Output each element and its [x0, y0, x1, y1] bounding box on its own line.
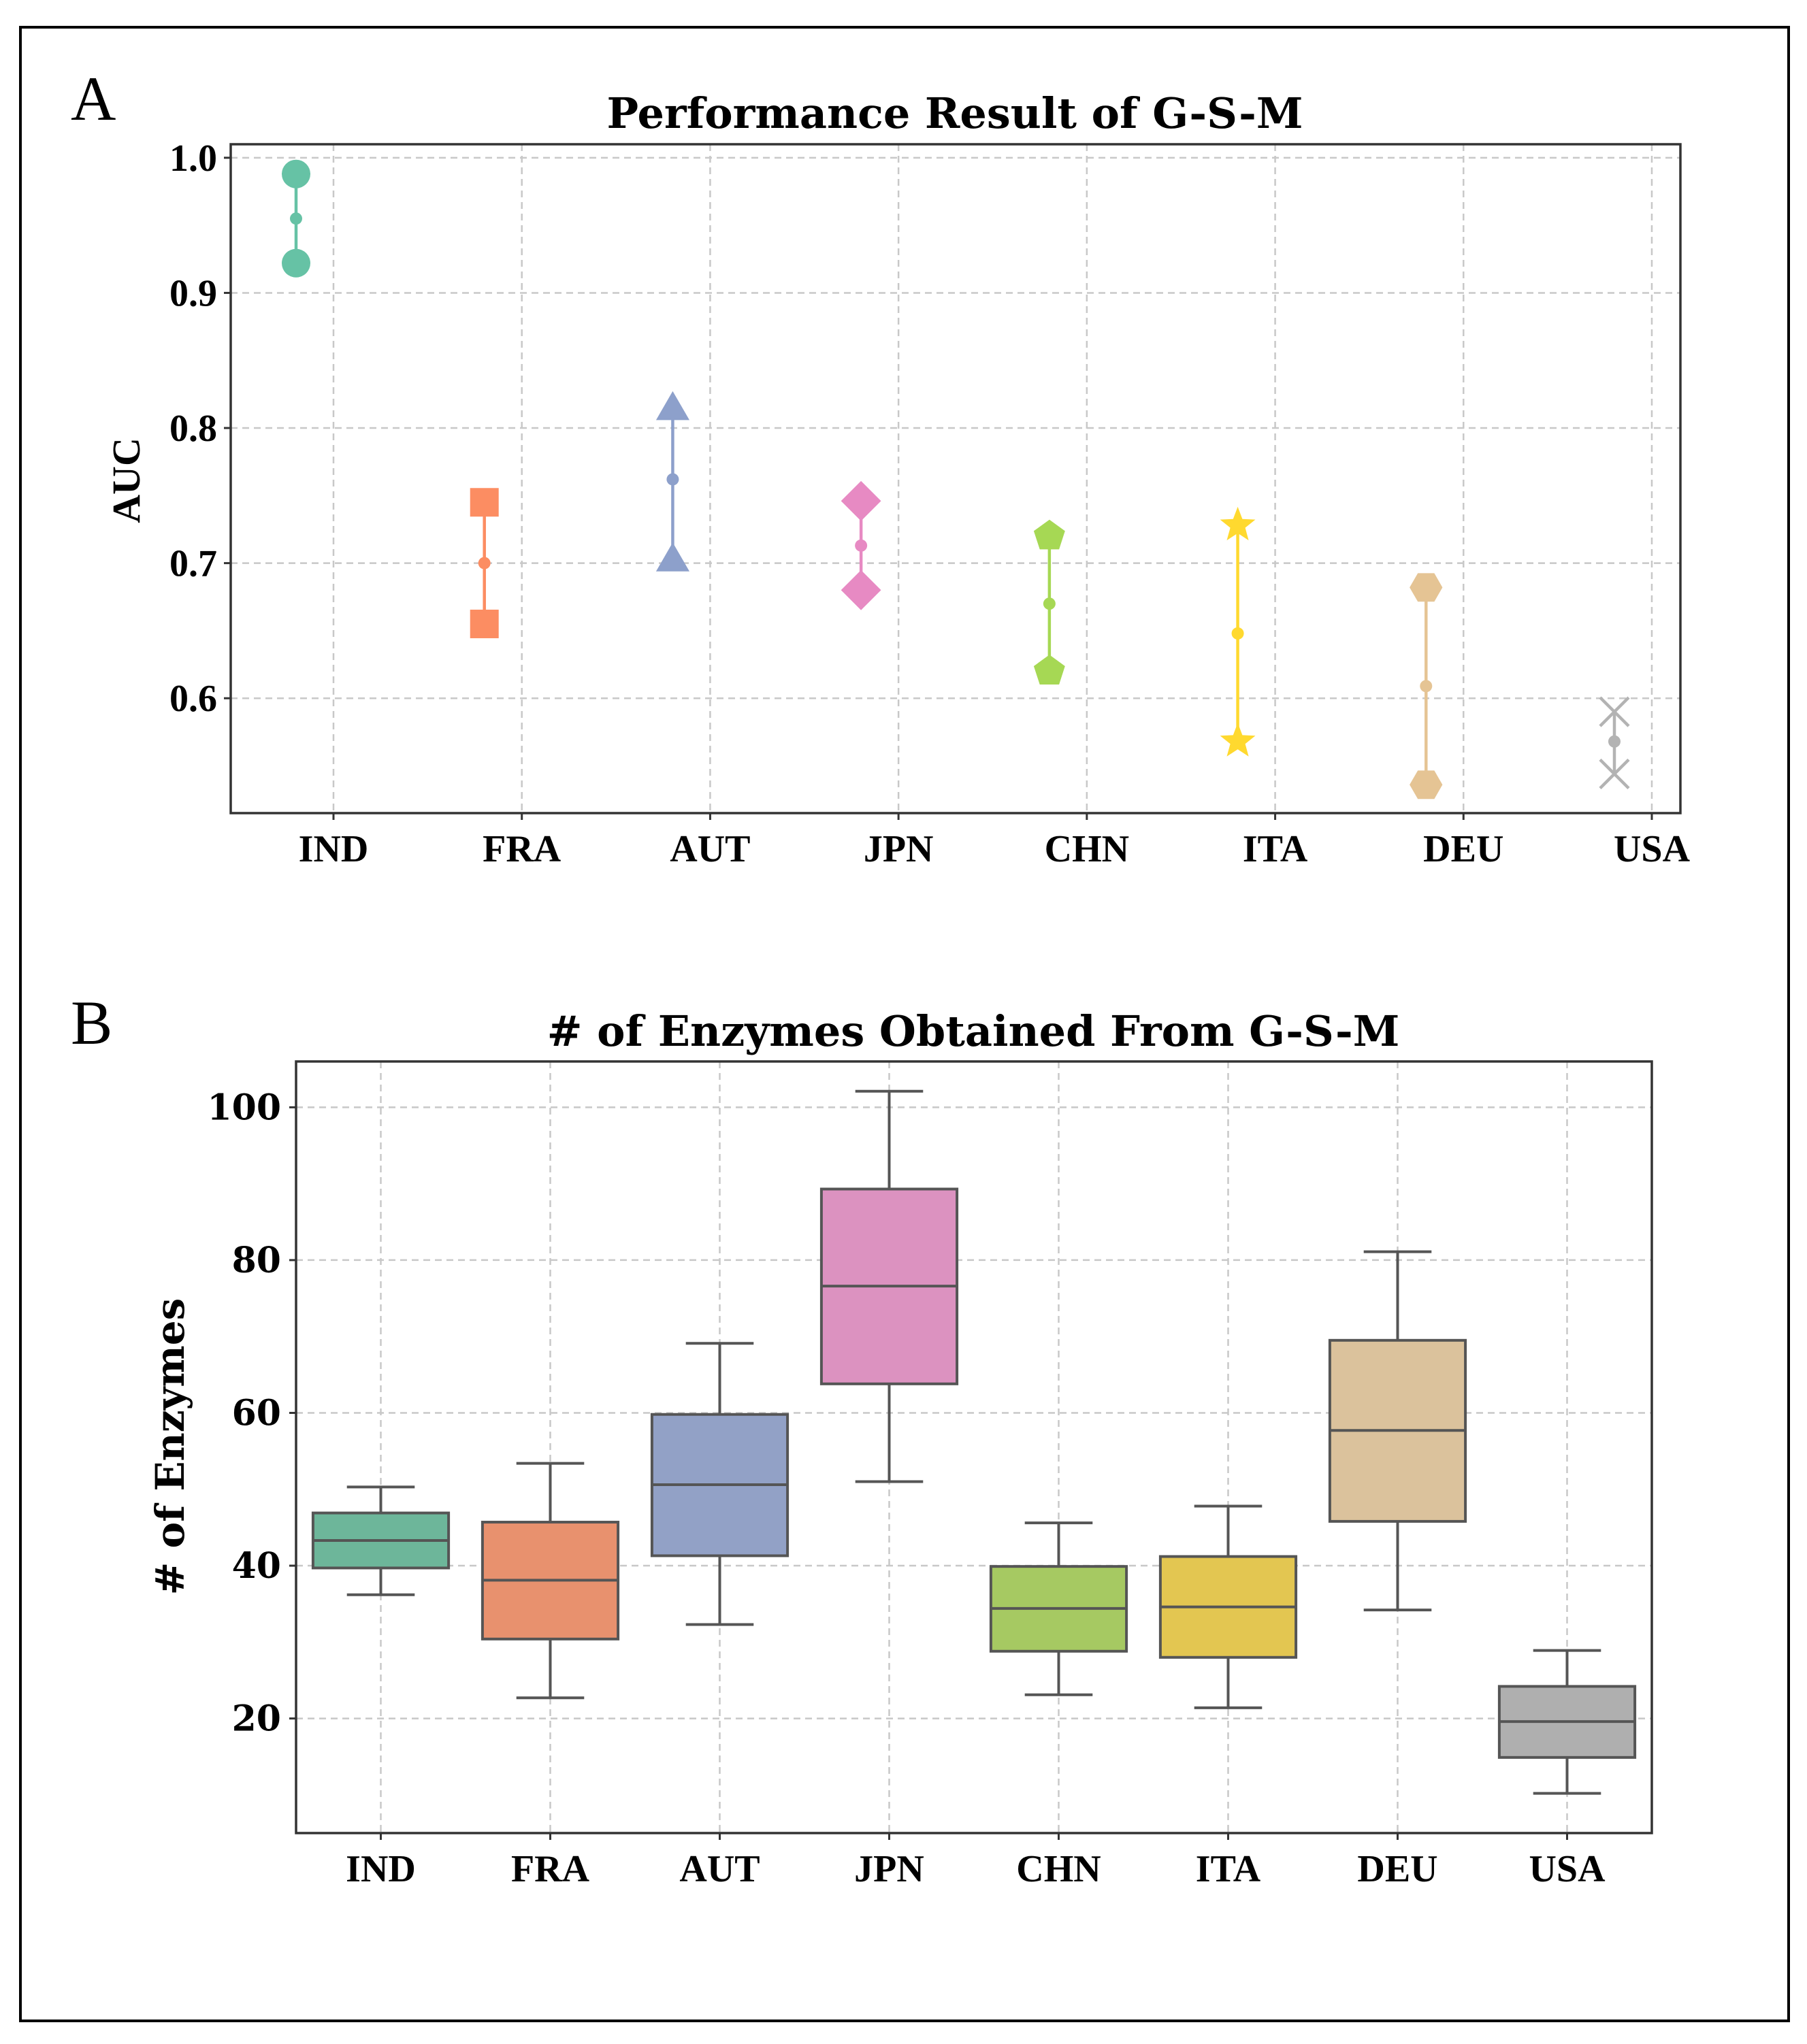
panel-b-ytick-label-2: 60: [232, 1392, 281, 1434]
panel-a-ytick-label-1: 0.7: [169, 543, 217, 585]
panel-a-low-marker-ind: [282, 248, 310, 278]
panel-a-low-marker-jpn: [841, 570, 881, 610]
panel-b-ytick-label-4: 100: [207, 1087, 281, 1128]
panel-b-axes-frame: [295, 1060, 1653, 1834]
panel-a-xtick-label-7: USA: [1614, 828, 1691, 870]
panel-a-high-marker-jpn: [841, 480, 881, 521]
panel-a-xticks: IND FRA AUT JPN CHN ITA DEU USA: [299, 813, 1691, 870]
panel-a-mean-point-ind: [290, 212, 302, 225]
panel-b-ytick-label-1: 40: [232, 1545, 281, 1587]
panel-a-low-marker-usa-stroke-2: [1599, 758, 1630, 790]
panel-b-xtick-label-3: JPN: [854, 1848, 924, 1890]
panel-a-series-chn: [1033, 519, 1065, 685]
panel-a-mean-point-usa: [1608, 735, 1621, 748]
panel-b-box-group-ita: [1158, 1504, 1298, 1709]
panel-a-xtick-label-3: JPN: [864, 828, 934, 870]
panel-a-ytick-label-2: 0.8: [169, 408, 217, 450]
panel-a-high-marker-fra: [470, 488, 499, 517]
panel-a-low-marker-deu: [1410, 770, 1443, 800]
panel-a-high-marker-usa: [1599, 696, 1630, 727]
panel-b-box-group-aut: [650, 1342, 789, 1626]
panel-a-label: A: [71, 64, 116, 133]
panel-a-series-ita: [1220, 506, 1256, 757]
panel-b-label: B: [71, 988, 112, 1057]
panel-a-mean-point-fra: [478, 557, 491, 570]
panel-a: A Performance Result of G-S-M AUC 0.6 0.7…: [71, 64, 1691, 870]
panel-b-box-group-deu: [1328, 1250, 1467, 1612]
panel-b: B # of Enzymes Obtained From G-S-M # of …: [71, 988, 1653, 1890]
panel-b-box-group-chn: [989, 1521, 1128, 1696]
panel-a-mean-point-ita: [1231, 627, 1244, 640]
panel-a-series-ind: [282, 159, 310, 278]
panel-a-high-marker-deu: [1410, 573, 1443, 602]
panel-a-xtick-label-1: FRA: [483, 828, 561, 870]
panel-a-yticks: 0.6 0.7 0.8 0.9 1.0: [169, 137, 231, 720]
panel-a-mean-point-chn: [1043, 597, 1056, 610]
panel-a-marks: [282, 159, 1630, 800]
panel-a-axes-frame: [229, 143, 1682, 814]
panel-a-low-marker-aut: [655, 542, 689, 572]
panel-b-box-group-ind: [311, 1485, 451, 1596]
panel-a-xtick-label-5: ITA: [1243, 828, 1308, 870]
panel-b-xtick-label-4: CHN: [1016, 1848, 1101, 1890]
panel-a-ylabel: AUC: [104, 438, 148, 523]
panel-b-title: # of Enzymes Obtained From G-S-M: [547, 1006, 1400, 1056]
panel-a-mean-point-deu: [1420, 680, 1433, 693]
panel-a-xtick-label-4: CHN: [1045, 828, 1129, 870]
panel-a-series-usa: [1599, 696, 1630, 790]
panel-a-high-marker-usa-stroke-2: [1599, 696, 1630, 727]
panel-a-series-aut: [655, 391, 689, 572]
panel-b-box-group-fra: [481, 1462, 620, 1700]
panel-b-marks: [311, 1089, 1637, 1795]
panel-a-series-fra: [470, 488, 499, 638]
panel-a-xtick-label-6: DEU: [1423, 828, 1503, 870]
panel-b-xtick-label-5: ITA: [1196, 1848, 1261, 1890]
panel-a-high-marker-chn: [1033, 519, 1065, 550]
panel-a-ytick-label-0: 0.6: [169, 678, 217, 720]
panel-b-ytick-label-0: 20: [232, 1698, 281, 1740]
panel-a-low-marker-fra: [470, 609, 499, 638]
panel-a-xtick-label-0: IND: [299, 828, 369, 870]
figure-frame: [19, 26, 1790, 2022]
panel-a-low-marker-ita: [1220, 723, 1256, 757]
panel-a-title: Performance Result of G-S-M: [607, 88, 1303, 138]
panel-a-series-jpn: [841, 480, 881, 610]
panel-b-xtick-label-7: USA: [1529, 1848, 1606, 1890]
panel-a-mean-point-aut: [666, 473, 679, 486]
panel-b-box-group-usa: [1497, 1649, 1637, 1795]
panel-a-low-marker-usa: [1599, 758, 1630, 790]
panel-b-yticks: 20 40 60 80 100: [207, 1087, 296, 1740]
panel-b-xtick-label-6: DEU: [1357, 1848, 1437, 1890]
panel-b-xticks: IND FRA AUT JPN CHN ITA DEU USA: [346, 1833, 1606, 1890]
panel-a-high-marker-ita: [1220, 506, 1256, 541]
panel-b-xtick-label-1: FRA: [511, 1848, 590, 1890]
panel-b-xtick-label-0: IND: [346, 1848, 416, 1890]
panel-a-high-marker-aut: [655, 391, 689, 421]
panel-a-low-marker-chn: [1033, 655, 1065, 685]
panel-a-ytick-label-3: 0.9: [169, 272, 217, 314]
panel-a-grid: [231, 144, 1680, 813]
panel-a-mean-point-jpn: [855, 539, 868, 552]
panel-b-xtick-label-2: AUT: [679, 1848, 760, 1890]
panel-a-series-deu: [1410, 573, 1443, 800]
panel-b-ytick-label-3: 80: [232, 1240, 281, 1281]
panel-a-high-marker-ind: [282, 159, 310, 188]
panel-a-ytick-label-4: 1.0: [169, 137, 217, 180]
panel-b-ylabel: # of Enzymes: [147, 1298, 193, 1596]
panel-b-box-group-jpn: [819, 1089, 959, 1483]
panel-a-xtick-label-2: AUT: [670, 828, 750, 870]
